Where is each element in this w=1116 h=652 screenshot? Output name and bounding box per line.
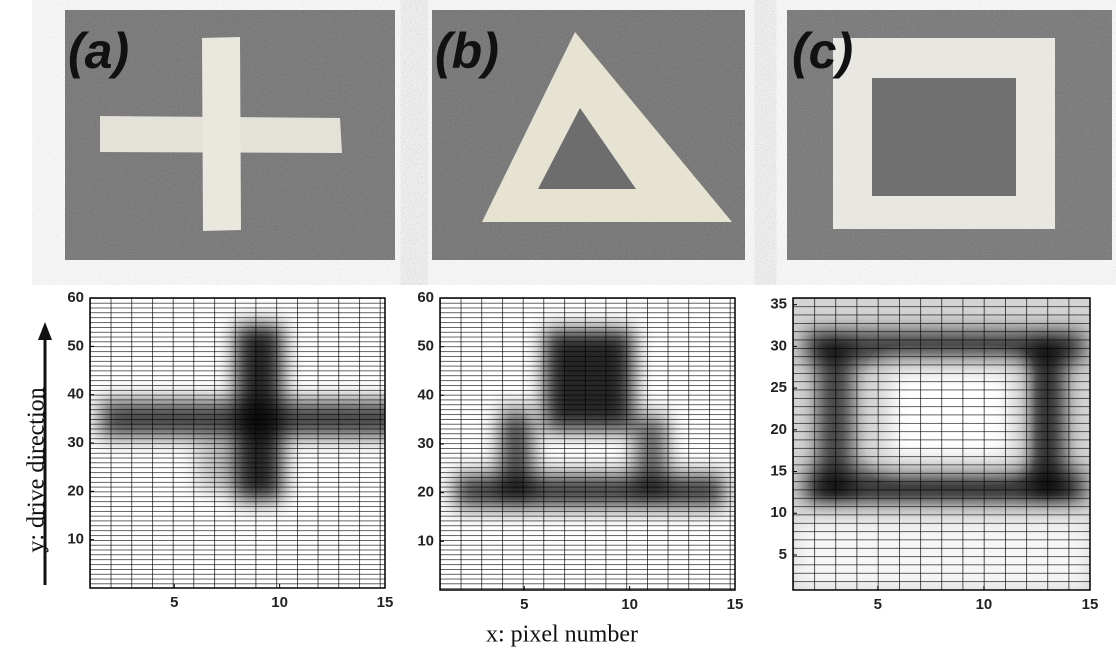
y-tick-label: 50 [67,337,84,354]
x-tick-label: 5 [874,596,882,613]
y-tick-label: 25 [770,379,787,396]
y-tick-label: 50 [417,338,434,355]
y-tick-label: 35 [770,296,787,313]
y-tick-label: 10 [417,532,434,549]
y-tick-label: 10 [67,531,84,548]
y-tick-label: 10 [770,504,787,521]
y-tick-label: 30 [67,434,84,451]
heatmap-a [90,298,385,588]
x-tick-label: 10 [976,596,993,613]
photo-c [787,10,1112,260]
plot-frame [792,297,1091,591]
y-tick-label: 60 [417,289,434,306]
x-axis-label: x: pixel number [486,622,638,648]
drive-arrow-head [38,322,52,340]
y-tick-label: 20 [67,482,84,499]
x-tick-label: 5 [170,594,178,611]
x-tick-label: 15 [377,594,394,611]
x-tick-label: 10 [621,596,638,613]
y-tick-label: 5 [779,546,787,563]
y-tick-label: 40 [417,386,434,403]
y-tick-label: 20 [417,484,434,501]
x-tick-label: 15 [1082,596,1099,613]
y-tick-label: 15 [770,463,787,480]
y-axis-label: y: drive direction [24,387,50,552]
panel-label: (c) [792,23,853,79]
photo-a [65,10,395,260]
photo-b [432,10,745,260]
panel-label: (b) [435,23,499,79]
x-tick-label: 10 [271,594,288,611]
y-tick-label: 60 [67,289,84,306]
y-tick-label: 20 [770,421,787,438]
y-tick-label: 30 [417,435,434,452]
x-tick-label: 15 [727,596,744,613]
x-tick-label: 5 [520,596,528,613]
heatmap-b [440,298,735,590]
heatmap-c [793,298,1090,590]
panel-label: (a) [68,23,129,79]
y-tick-label: 40 [67,386,84,403]
y-tick-label: 30 [770,337,787,354]
